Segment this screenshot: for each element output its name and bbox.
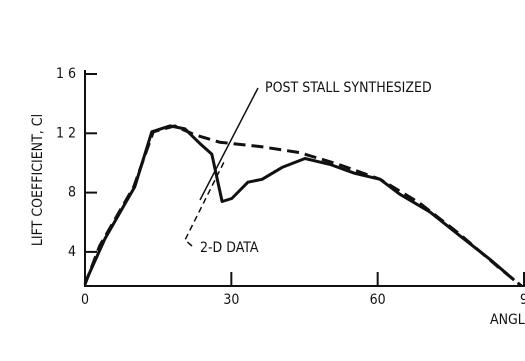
leader-2d: [184, 159, 226, 247]
series-line: [83, 124, 523, 288]
x-tick-label: 60: [370, 292, 386, 308]
x-tick-label: 0: [81, 292, 89, 308]
y-tick-label: 8: [68, 185, 76, 201]
y-tick-label: 1 6: [56, 66, 76, 82]
y-tick-label: 4: [68, 244, 76, 260]
x-tick-label: 9: [520, 292, 525, 308]
x-tick-label: 30: [223, 292, 239, 308]
y-tick-label: 1 2: [56, 125, 76, 141]
annotation: 2-D DATA: [200, 240, 259, 256]
leader-post-stall: [199, 87, 259, 201]
y-axis-label: LIFT COEFFICIENT, Cl: [30, 114, 46, 246]
series-line: [83, 124, 516, 284]
x-axis-label: ANGL: [490, 312, 525, 328]
annotation: POST STALL SYNTHESIZED: [265, 80, 432, 96]
